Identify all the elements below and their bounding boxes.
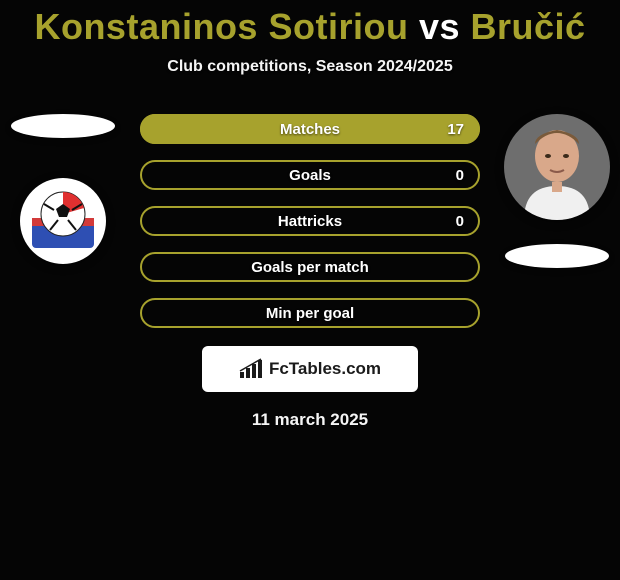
stat-value-right: 0 [456, 213, 464, 230]
logo-text: FcTables.com [269, 359, 381, 379]
stats-list: Matches 17 Goals 0 Hattricks 0 Goals per match… [140, 114, 480, 328]
stat-label: Matches [280, 121, 340, 138]
stat-value-right: 0 [456, 167, 464, 184]
stat-label: Hattricks [278, 213, 342, 230]
title-player1: Konstaninos Sotiriou [34, 6, 408, 47]
stat-pill: Matches 17 [140, 114, 480, 144]
stat-pill: Goals 0 [140, 160, 480, 190]
bars-icon [239, 358, 263, 380]
title-player2: Bručić [471, 6, 586, 47]
right-column [502, 114, 612, 268]
content-area: Matches 17 Goals 0 Hattricks 0 Goals per match… [0, 114, 620, 430]
page-title: Konstaninos Sotiriou vs Bručić [0, 0, 620, 48]
player-photo-icon [504, 114, 610, 220]
stat-label: Goals per match [251, 259, 369, 276]
stat-label: Min per goal [266, 305, 354, 322]
stat-label: Goals [289, 167, 331, 184]
source-logo: FcTables.com [202, 346, 418, 392]
subtitle: Club competitions, Season 2024/2025 [0, 58, 620, 76]
stat-pill: Goals per match [140, 252, 480, 282]
title-vs: vs [408, 6, 470, 47]
stat-pill: Hattricks 0 [140, 206, 480, 236]
player2-club-placeholder [505, 244, 609, 268]
date-text: 11 march 2025 [0, 410, 620, 430]
stat-pill: Min per goal [140, 298, 480, 328]
player1-club-badge [20, 178, 106, 264]
left-column [8, 114, 118, 264]
player1-photo-placeholder [11, 114, 115, 138]
stat-value-right: 17 [447, 121, 464, 138]
player2-photo [504, 114, 610, 220]
club-badge-icon [26, 184, 100, 258]
